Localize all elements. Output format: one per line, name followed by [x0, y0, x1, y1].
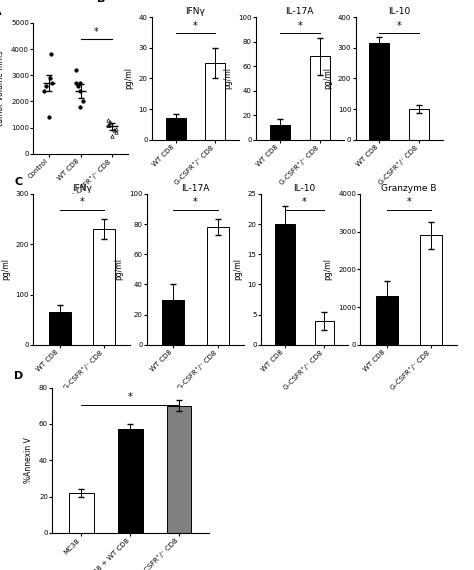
Bar: [206, 63, 226, 140]
Y-axis label: pg/ml: pg/ml: [124, 67, 133, 89]
Y-axis label: pg/ml: pg/ml: [115, 258, 124, 280]
Title: IFNγ: IFNγ: [186, 7, 205, 17]
Bar: [310, 56, 330, 140]
Title: Granzyme B: Granzyme B: [381, 184, 437, 193]
Text: *: *: [297, 21, 302, 31]
Text: B: B: [97, 0, 106, 5]
Text: *: *: [397, 21, 402, 31]
Bar: [93, 229, 115, 345]
Bar: [69, 493, 94, 533]
Bar: [274, 224, 294, 345]
Bar: [207, 227, 228, 345]
Y-axis label: pg/ml: pg/ml: [233, 258, 242, 280]
Text: *: *: [128, 392, 133, 402]
Bar: [118, 429, 143, 533]
Y-axis label: pg/ml: pg/ml: [224, 67, 233, 89]
Bar: [369, 43, 389, 140]
Bar: [376, 296, 398, 345]
Title: IL-17A: IL-17A: [286, 7, 314, 17]
Bar: [167, 406, 191, 533]
Bar: [270, 125, 290, 140]
Y-axis label: pg/ml: pg/ml: [323, 67, 332, 89]
Bar: [315, 321, 335, 345]
Text: C: C: [14, 177, 22, 188]
Title: IL-10: IL-10: [293, 184, 316, 193]
Y-axis label: %Annexin V: %Annexin V: [25, 437, 34, 483]
Bar: [420, 235, 442, 345]
Text: A: A: [0, 7, 2, 17]
Y-axis label: tumor volume mm3: tumor volume mm3: [0, 50, 6, 127]
Bar: [163, 299, 184, 345]
Y-axis label: pg/ml: pg/ml: [1, 258, 10, 280]
Title: IL-10: IL-10: [388, 7, 410, 17]
Text: *: *: [302, 197, 307, 207]
Text: *: *: [79, 197, 84, 207]
Bar: [165, 118, 185, 140]
Title: IL-17A: IL-17A: [182, 184, 210, 193]
Text: *: *: [193, 197, 198, 207]
Bar: [49, 312, 71, 345]
Y-axis label: pg/ml: pg/ml: [324, 258, 333, 280]
Title: IFNγ: IFNγ: [72, 184, 91, 193]
Text: *: *: [193, 21, 198, 31]
Bar: [410, 109, 429, 140]
Text: *: *: [406, 197, 411, 207]
Text: D: D: [14, 371, 24, 381]
Text: *: *: [94, 27, 99, 37]
